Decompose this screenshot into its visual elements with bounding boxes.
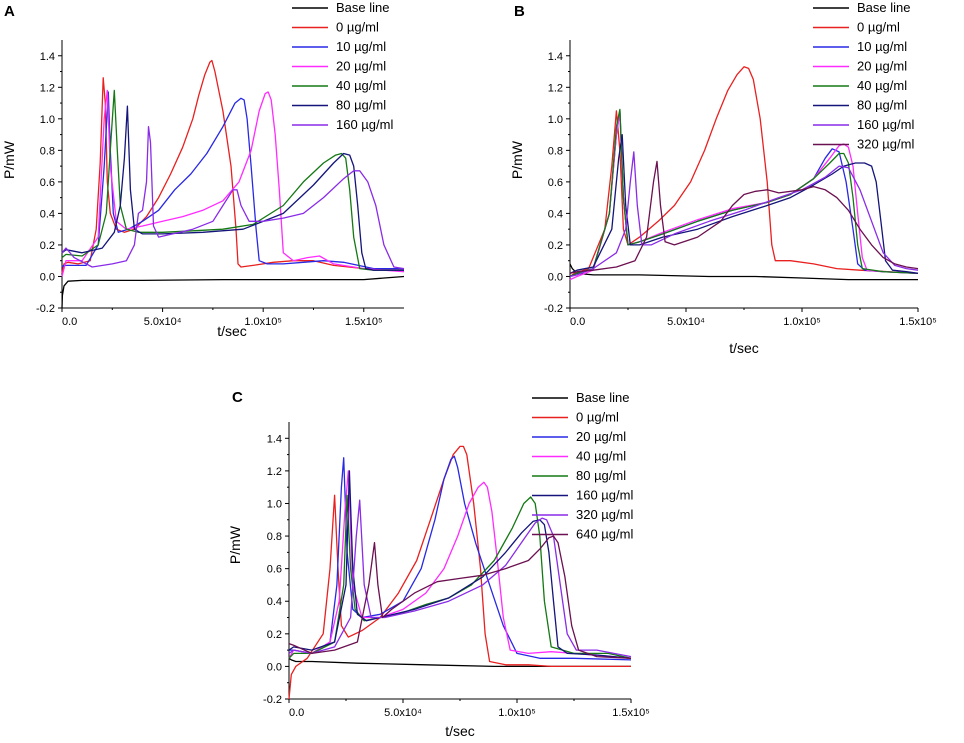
panel-c-legend-label: Base line (576, 390, 629, 405)
panel-c-y-tick-label: 0.2 (267, 629, 282, 641)
panel-c-x-tick-label: 1.5x10⁵ (612, 707, 650, 719)
panel-a-legend: Base line 0 µg/ml 10 µg/ml 20 µg/ml 40 µg/ml… (292, 0, 393, 132)
panel-c-x-tick-label: 0.0 (289, 707, 304, 719)
panel-a-y-tick-label: 0.8 (40, 145, 55, 157)
panel-a-legend-label: 40 µg/ml (336, 78, 386, 93)
panel-a-y-tick-label: 0.6 (40, 177, 55, 189)
panel-c-series-line-6 (288, 499, 632, 658)
panel-b-y-tick-label: 1.4 (548, 51, 563, 63)
panel-c-series-line-7 (288, 535, 632, 659)
panel-c-series-line-5 (288, 470, 632, 659)
panel-b-series-line-4 (569, 108, 919, 278)
panel-c-legend-label: 80 µg/ml (576, 468, 626, 483)
panel-c-y-tick-label: 0.0 (267, 661, 282, 673)
panel-b-x-axis-title: t/sec (729, 340, 759, 356)
panel-b: B -0.2 0.0 0.2 0.4 0.6 0.8 1.0 1.2 1.4 0.0 5.0x10⁴ 1… (509, 0, 937, 356)
panel-a-y-tick-label: 0.0 (40, 271, 55, 283)
panel-c: C -0.2 0.0 0.2 0.4 0.6 0.8 1.0 1.2 1.4 0.0 5.0x10⁴ 1… (227, 389, 650, 739)
panel-b-y-tick-label: 1.0 (548, 114, 563, 126)
panel-a-x-axis-title: t/sec (217, 323, 247, 339)
panel-a-legend-label: 160 µg/ml (336, 117, 393, 132)
panel-c-legend-label: 160 µg/ml (576, 488, 633, 503)
panel-c-y-tick-label: 1.0 (267, 498, 282, 510)
panel-b-series-line-6 (569, 151, 919, 278)
panel-b-legend: Base line 0 µg/ml 10 µg/ml 20 µg/ml 40 µg/ml… (813, 0, 914, 152)
panel-a-x-tick-label: 1.0x10⁵ (244, 316, 282, 328)
panel-c-legend-label: 320 µg/ml (576, 507, 633, 522)
panel-b-y-tick-label: -0.2 (544, 303, 563, 315)
panel-a-y-tick-label: 1.4 (40, 51, 55, 63)
panel-a-series-line-3 (61, 89, 405, 277)
panel-b-legend-label: 10 µg/ml (857, 39, 907, 54)
panel-b-x-tick-label: 1.0x10⁵ (783, 316, 821, 328)
panel-b-legend-label: 40 µg/ml (857, 78, 907, 93)
panel-b-x-tick-label: 0.0 (570, 316, 585, 328)
panel-c-y-tick-label: 0.6 (267, 564, 282, 576)
panel-b-y-tick-label: 0.6 (548, 177, 563, 189)
panel-b-legend-label: 0 µg/ml (857, 20, 900, 35)
panel-a-series-line-4 (61, 89, 404, 271)
panel-a-y-tick-label: 0.2 (40, 240, 55, 252)
panel-c-letter: C (232, 389, 243, 406)
panel-b-legend-label: 320 µg/ml (857, 137, 914, 152)
panel-b-series-line-7 (569, 160, 919, 274)
panel-a-y-tick-label: 1.2 (40, 82, 55, 94)
panel-a-legend-label: 80 µg/ml (336, 98, 386, 113)
panel-a-series-line-5 (61, 105, 404, 271)
panel-a-legend-label: 0 µg/ml (336, 20, 379, 35)
panel-c-legend-label: 640 µg/ml (576, 527, 633, 542)
panel-c-x-tick-label: 1.0x10⁵ (498, 707, 536, 719)
panel-b-letter: B (514, 3, 525, 20)
panel-b-y-tick-label: 0.2 (548, 240, 563, 252)
panel-b-x-tick-label: 5.0x10⁴ (667, 316, 705, 328)
panel-b-y-tick-label: 1.2 (548, 82, 563, 94)
panel-b-legend-label: 80 µg/ml (857, 98, 907, 113)
panel-b-series-line-1 (569, 66, 919, 278)
panel-a-legend-label: Base line (336, 0, 389, 15)
panel-a-x-tick-label: 5.0x10⁴ (144, 316, 182, 328)
panel-c-y-tick-label: 0.8 (267, 531, 282, 543)
panel-b-y-tick-label: 0.8 (548, 145, 563, 157)
panel-c-legend-label: 20 µg/ml (576, 429, 626, 444)
panel-a-y-axis-title: P/mW (1, 140, 17, 179)
panel-b-legend-label: Base line (857, 0, 910, 15)
panel-a-series-line-0 (61, 275, 405, 309)
panel-b-y-tick-label: 0.4 (548, 208, 563, 220)
panel-c-legend: Base line 0 µg/ml 20 µg/ml 40 µg/ml 80 µg/ml… (532, 390, 633, 542)
panel-a-x-tick-label: 1.5x10⁵ (345, 316, 383, 328)
panel-b-series-line-5 (569, 133, 919, 274)
panel-c-series-line-0 (288, 657, 631, 668)
panel-a-legend-label: 10 µg/ml (336, 39, 386, 54)
panel-c-series-line-3 (288, 470, 632, 659)
panel-a-x-tick-label: 0.0 (62, 316, 77, 328)
panel-a: A -0.2 0.0 0.2 0.4 0.6 0.8 1.0 1.2 1.4 0.0 5.0x10⁴ 1… (1, 0, 405, 339)
panel-a-legend-label: 20 µg/ml (336, 59, 386, 74)
panel-b-y-axis-title: P/mW (509, 140, 525, 179)
panel-b-y-tick-label: 0.0 (548, 271, 563, 283)
panel-b-legend-label: 20 µg/ml (857, 59, 907, 74)
panel-c-x-axis-title: t/sec (445, 723, 475, 739)
panel-c-series-line-2 (289, 455, 632, 661)
panel-c-legend-label: 0 µg/ml (576, 410, 619, 425)
panel-c-y-tick-label: 1.4 (267, 433, 282, 445)
panel-a-letter: A (4, 3, 15, 20)
panel-c-y-tick-label: -0.2 (263, 694, 282, 706)
panel-c-y-tick-label: 1.2 (267, 466, 282, 478)
panel-a-series-line-1 (61, 59, 404, 274)
panel-c-legend-label: 40 µg/ml (576, 449, 626, 464)
panel-c-y-axis-title: P/mW (227, 525, 243, 564)
panel-a-y-tick-label: 1.0 (40, 114, 55, 126)
panel-a-series-line-6 (61, 126, 405, 270)
panel-c-x-tick-label: 5.0x10⁴ (384, 707, 422, 719)
panel-a-series-line-2 (61, 91, 404, 270)
panel-a-y-tick-label: -0.2 (36, 303, 55, 315)
panel-a-y-tick-label: 0.4 (40, 208, 55, 220)
panel-c-y-tick-label: 0.4 (267, 596, 282, 608)
panel-b-x-tick-label: 1.5x10⁵ (899, 316, 937, 328)
panel-b-legend-label: 160 µg/ml (857, 117, 914, 132)
panel-c-series-line-1 (288, 445, 631, 700)
